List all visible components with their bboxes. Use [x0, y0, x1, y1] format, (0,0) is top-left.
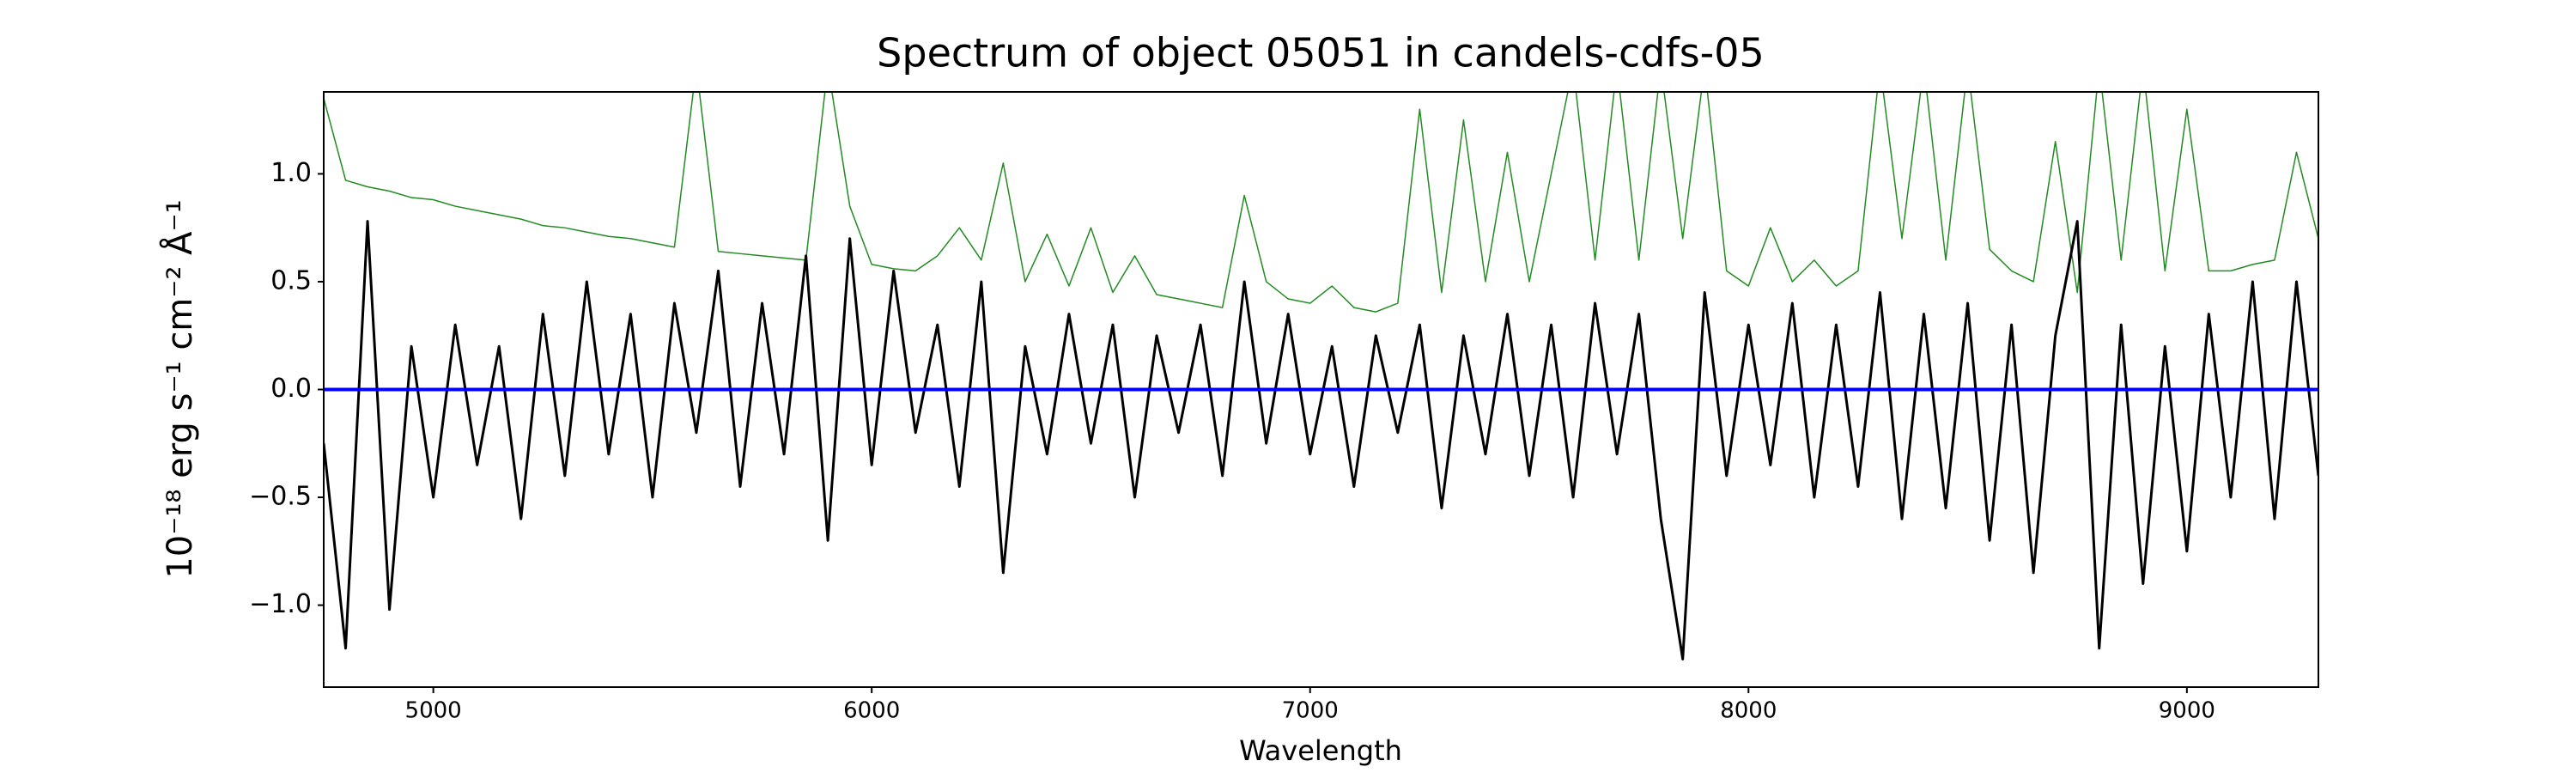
x-tick-label: 8000 — [1720, 698, 1777, 724]
spectrum-line — [324, 92, 2318, 313]
y-tick-label: 0.5 — [270, 265, 312, 295]
x-axis-label: Wavelength — [1239, 734, 1402, 767]
y-tick-label: −1.0 — [249, 589, 312, 619]
y-tick-label: −0.5 — [249, 482, 312, 512]
chart-title: Spectrum of object 05051 in candels-cdfs… — [877, 30, 1765, 76]
plot-area — [324, 92, 2318, 660]
x-tick-label: 9000 — [2159, 698, 2215, 724]
y-axis-label: 10⁻¹⁸ erg s⁻¹ cm⁻² Å⁻¹ — [159, 199, 200, 578]
spectrum-line — [324, 220, 2318, 660]
x-tick-label: 7000 — [1282, 698, 1339, 724]
x-tick-label: 6000 — [843, 698, 900, 724]
y-tick-label: 0.0 — [270, 374, 312, 404]
y-tick-label: 1.0 — [270, 158, 312, 188]
x-tick-label: 5000 — [405, 698, 462, 724]
